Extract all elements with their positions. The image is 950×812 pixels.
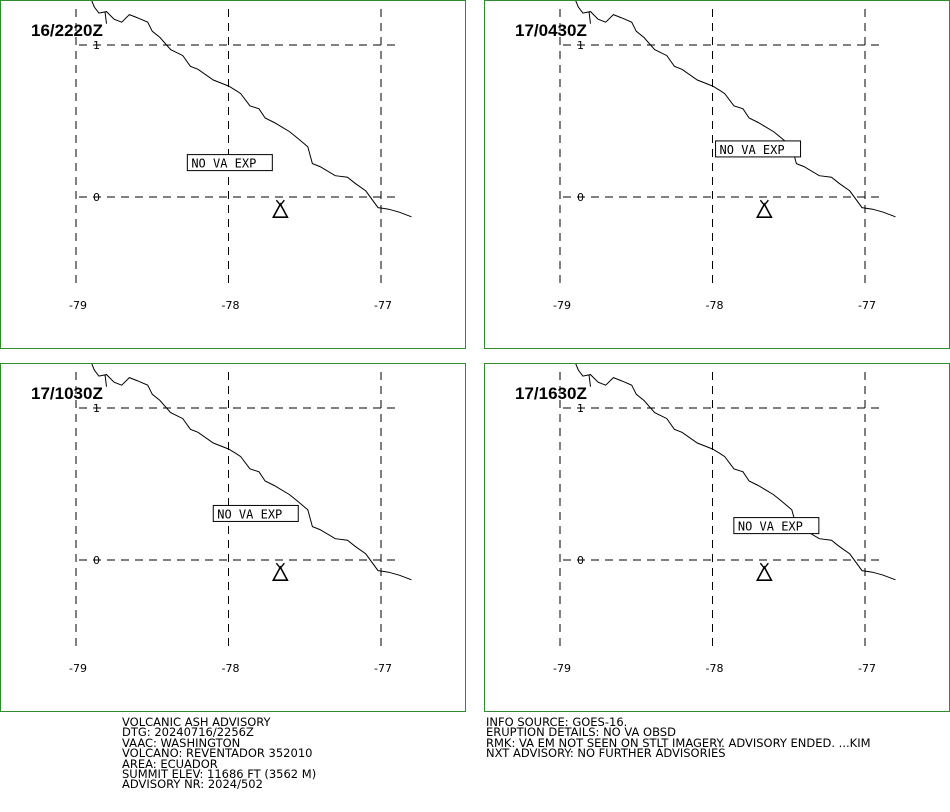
map-panel-3: -79 -78 -77 1 0 NO VA EXP 17/1030Z — [0, 363, 466, 712]
latitude-label: 1 — [577, 402, 584, 415]
advisory-line: SUMMIT ELEV: 11686 FT (3562 M) — [122, 767, 317, 782]
coastline-inlet — [588, 374, 591, 387]
longitude-label: -78 — [222, 299, 240, 312]
forecast-label: NO VA EXP — [720, 143, 785, 157]
coastline-inlet — [104, 374, 107, 387]
latitude-label: 1 — [577, 39, 584, 52]
valid-time-label: 17/1630Z — [515, 384, 587, 403]
longitude-label: -79 — [553, 662, 571, 675]
latitude-label: 0 — [93, 554, 100, 567]
coastline-inlet — [588, 11, 591, 24]
latitude-label: 0 — [577, 191, 584, 204]
advisory-line: ERUPTION DETAILS: NO VA OBSD — [486, 725, 676, 740]
longitude-label: -77 — [858, 299, 876, 312]
latitude-label: 0 — [577, 554, 584, 567]
coastline — [575, 364, 896, 581]
map-panel-1: -79 -78 -77 1 0 NO VA EXP 16/2220Z — [0, 0, 466, 349]
longitude-label: -78 — [222, 662, 240, 675]
volcano-eruption-icon — [275, 562, 285, 570]
longitude-label: -78 — [706, 299, 724, 312]
volcano-icon — [756, 565, 773, 581]
forecast-label-box — [186, 154, 273, 172]
volcano-icon — [272, 202, 289, 218]
forecast-label-box — [715, 140, 802, 158]
volcano-eruption-icon — [759, 562, 769, 570]
forecast-label: NO VA EXP — [191, 157, 256, 171]
coastline — [91, 364, 412, 581]
map-panel-2: -79 -78 -77 1 0 NO VA EXP 17/0430Z — [484, 0, 950, 349]
advisory-line: AREA: ECUADOR — [122, 756, 218, 771]
advisory-line: NXT ADVISORY: NO FURTHER ADVISORIES — [486, 746, 726, 761]
latitude-label: 0 — [93, 191, 100, 204]
coastline — [575, 1, 896, 218]
forecast-label: NO VA EXP — [217, 507, 282, 521]
valid-time-label: 16/2220Z — [31, 21, 103, 40]
advisory-line: INFO SOURCE: GOES-16. — [486, 715, 628, 729]
longitude-label: -78 — [706, 662, 724, 675]
longitude-label: -77 — [374, 662, 392, 675]
advisory-header-text: VOLCANIC ASH ADVISORY DTG: 20240716/2256… — [122, 715, 317, 792]
advisory-line: RMK: VA EM NOT SEEN ON STLT IMAGERY. ADV… — [486, 735, 871, 750]
map-canvas: -79 -78 -77 1 0 NO VA EXP 16/2220Z — [31, 1, 412, 312]
valid-time-label: 17/1030Z — [31, 384, 103, 403]
volcano-eruption-icon — [275, 199, 285, 207]
forecast-label-box — [212, 504, 299, 522]
map-canvas: -79 -78 -77 1 0 NO VA EXP 17/1030Z — [31, 364, 412, 675]
valid-time-label: 17/0430Z — [515, 21, 587, 40]
longitude-label: -79 — [69, 299, 87, 312]
volcano-eruption-icon — [759, 199, 769, 207]
advisory-line: DTG: 20240716/2256Z — [122, 725, 254, 740]
advisory-line: VOLCANO: REVENTADOR 352010 — [122, 746, 313, 761]
advisory-line: ADVISORY NR: 2024/502 — [122, 777, 263, 792]
longitude-label: -77 — [374, 299, 392, 312]
volcano-icon — [272, 565, 289, 581]
longitude-label: -77 — [858, 662, 876, 675]
forecast-label-box — [733, 517, 820, 535]
volcano-icon — [756, 202, 773, 218]
latitude-label: 1 — [93, 402, 100, 415]
coastline — [91, 1, 412, 218]
longitude-label: -79 — [69, 662, 87, 675]
latitude-label: 1 — [93, 39, 100, 52]
coastline-inlet — [104, 11, 107, 24]
advisory-details-text: INFO SOURCE: GOES-16. ERUPTION DETAILS: … — [486, 715, 871, 761]
map-canvas: -79 -78 -77 1 0 NO VA EXP 17/1630Z — [515, 364, 896, 675]
advisory-line: VAAC: WASHINGTON — [122, 735, 241, 750]
map-canvas: -79 -78 -77 1 0 NO VA EXP 17/0430Z — [515, 1, 896, 312]
advisory-line: VOLCANIC ASH ADVISORY — [122, 715, 271, 729]
forecast-label: NO VA EXP — [738, 520, 803, 534]
longitude-label: -79 — [553, 299, 571, 312]
map-panel-4: -79 -78 -77 1 0 NO VA EXP 17/1630Z — [484, 363, 950, 712]
